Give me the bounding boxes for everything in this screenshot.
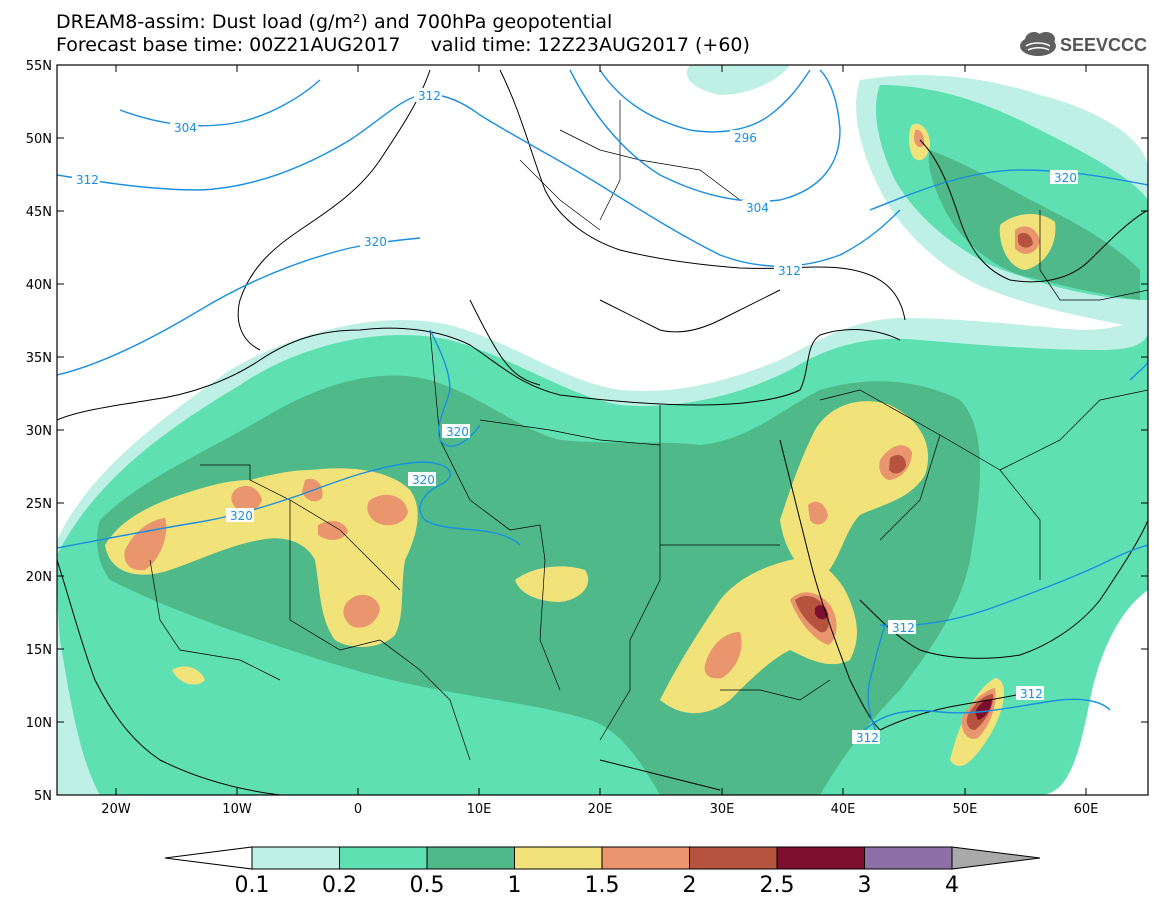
dust-level-0-1 (686, 65, 790, 95)
lat-label: 35N (26, 351, 52, 366)
contour-label: 320 (412, 473, 435, 487)
borders (149, 100, 1148, 761)
lon-label: 60E (1074, 802, 1099, 817)
contour-312-somalia (859, 698, 1111, 736)
lat-label: 25N (26, 497, 52, 512)
colorbar-swatch (689, 846, 778, 870)
dust-level-1-5 (808, 501, 828, 525)
lon-label: 20E (588, 802, 613, 817)
lat-label: 45N (26, 205, 52, 220)
dust-level-2-5 (975, 699, 992, 720)
contour-label: 320 (1054, 171, 1077, 185)
contour-320-east (869, 169, 1148, 211)
dust-level-1 (172, 666, 205, 685)
contour-label: 320 (446, 425, 469, 439)
dust-level-1-5 (124, 518, 167, 571)
lat-label: 20N (26, 570, 52, 585)
lat-label: 55N (26, 59, 52, 74)
dust-level-1-5 (343, 594, 380, 628)
colorbar-swatch (776, 846, 865, 870)
contour-label: 320 (364, 235, 387, 249)
contour-label: 304 (746, 201, 769, 215)
lat-label: 40N (26, 278, 52, 293)
contour-312-arabia (879, 544, 1148, 627)
colorbar-label: 2.5 (760, 873, 795, 898)
dust-level-1-5 (231, 485, 262, 512)
colorbar-swatch (426, 846, 515, 870)
lon-axis (115, 65, 1087, 795)
dust-level-2 (1018, 232, 1033, 248)
dust-level-1-5 (914, 129, 925, 148)
colorbar-swatch (339, 846, 428, 870)
lat-label: 10N (26, 716, 52, 731)
colorbar-label: 0.1 (235, 873, 270, 898)
dust-level-1-5 (704, 632, 742, 679)
map-subtitle: Forecast base time: 00Z21AUG2017 valid t… (56, 34, 750, 56)
lon-labels: 20W 10W 0 10E 20E 30E 40E 50E 60E (101, 802, 1098, 817)
lon-label: 40E (831, 802, 856, 817)
lat-label: 30N (26, 424, 52, 439)
lat-labels: 55N 50N 45N 40N 35N 30N 25N 20N 15N 10N … (26, 59, 52, 804)
colorbar (164, 846, 1041, 870)
lat-axis (57, 64, 1148, 723)
colorbar-label: 0.2 (322, 873, 357, 898)
colorbar-label: 1.5 (585, 873, 620, 898)
lat-label: 5N (34, 789, 52, 804)
colorbar-swatch (514, 846, 603, 870)
contour-label: 312 (778, 264, 801, 278)
contour-labels: 304 312 312 320 296 304 312 320 320 320 … (72, 88, 1078, 745)
colorbar-label: 2 (683, 873, 697, 898)
contour-label: 312 (856, 731, 879, 745)
dust-level-1-5 (318, 520, 348, 540)
contour-304-west (119, 79, 321, 127)
contour-label: 312 (418, 89, 441, 103)
cloud-icon (1020, 32, 1056, 56)
contour-312-redsea (867, 624, 886, 741)
colorbar-under-triangle (164, 846, 253, 870)
contour-320-curl (429, 329, 481, 447)
colorbar-label: 4 (945, 873, 959, 898)
contour-label: 296 (734, 131, 757, 145)
contour-label: 312 (892, 621, 915, 635)
contour-320-sahara (57, 461, 521, 549)
contour-296 (599, 69, 811, 133)
seevccc-logo: SEEVCCC (1020, 32, 1147, 56)
lon-label: 10W (222, 802, 252, 817)
lat-label: 15N (26, 643, 52, 658)
lon-label: 50E (953, 802, 978, 817)
lat-label: 50N (26, 132, 52, 147)
coastlines (57, 69, 1148, 795)
lon-label: 20W (101, 802, 131, 817)
colorbar-label: 3 (858, 873, 872, 898)
colorbar-labels: 0.1 0.2 0.5 1 1.5 2 2.5 3 4 (235, 873, 960, 898)
colorbar-swatch (864, 846, 953, 870)
logo-text: SEEVCCC (1060, 35, 1147, 55)
lon-label: 30E (710, 802, 735, 817)
lon-label: 10E (467, 802, 492, 817)
colorbar-label: 1 (508, 873, 522, 898)
map-title: DREAM8-assim: Dust load (g/m²) and 700hP… (56, 11, 613, 33)
colorbar-over-triangle (951, 846, 1041, 870)
dust-level-1-5 (367, 494, 408, 526)
contour-label: 312 (1020, 687, 1043, 701)
dust-level-1 (105, 468, 418, 647)
dust-level-2 (795, 595, 829, 633)
dust-level-1 (780, 401, 929, 576)
contour-label: 304 (174, 121, 197, 135)
lon-label: 0 (354, 802, 362, 817)
colorbar-swatch (601, 846, 690, 870)
colorbar-label: 0.5 (410, 873, 445, 898)
contour-label: 312 (76, 173, 99, 187)
dust-level-2 (889, 454, 906, 474)
contour-label: 320 (230, 509, 253, 523)
dust-level-1 (515, 566, 589, 602)
colorbar-swatch (251, 846, 340, 870)
